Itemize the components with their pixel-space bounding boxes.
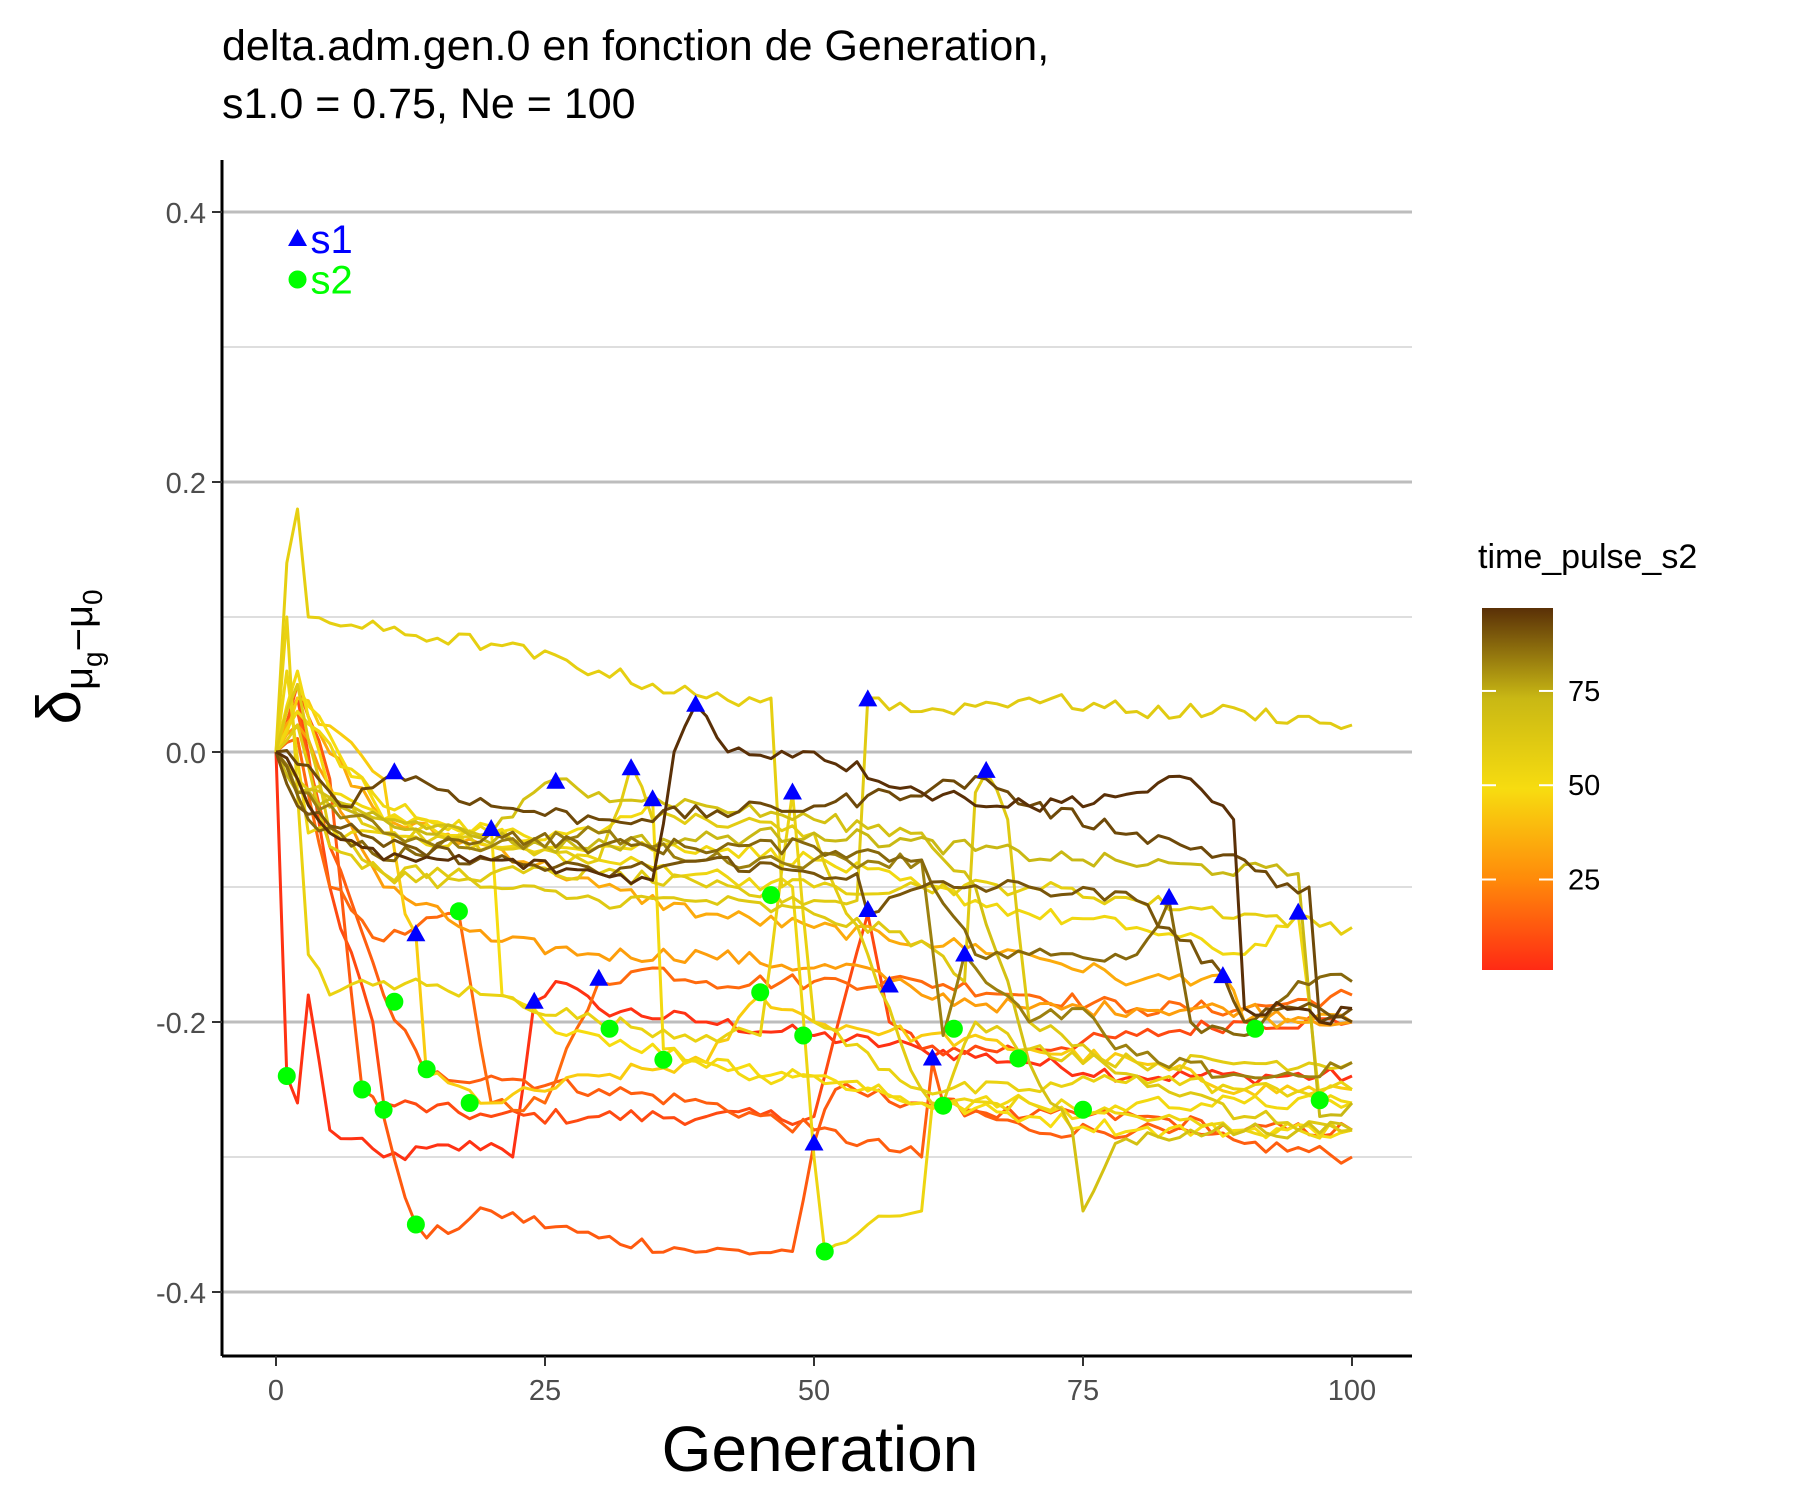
- markers: [277, 689, 1329, 1261]
- series-line: [274, 710, 1353, 1165]
- s1-marker: [782, 782, 802, 800]
- y-axis-label-delta: δ: [25, 689, 94, 725]
- s1-legend-icon: [288, 229, 308, 246]
- s1-marker: [1159, 887, 1179, 905]
- series-line: [274, 751, 1353, 1080]
- s2-marker: [934, 1096, 953, 1115]
- s2-marker: [449, 902, 468, 921]
- s1-marker: [384, 762, 404, 780]
- y-tick-label: 0.2: [166, 468, 206, 500]
- series-line: [274, 723, 1353, 1027]
- s2-marker: [761, 886, 780, 905]
- s2-marker: [417, 1060, 436, 1079]
- chart-subtitle: s1.0 = 0.75, Ne = 100: [222, 80, 636, 128]
- s2-marker: [944, 1019, 963, 1038]
- series-line: [274, 669, 1353, 1253]
- s1-marker: [1288, 902, 1308, 920]
- s1-marker: [1213, 966, 1233, 984]
- s2-marker: [1310, 1091, 1329, 1110]
- series-line: [274, 615, 1353, 1098]
- colorbar-gradient: [1482, 608, 1553, 970]
- s1-marker: [858, 689, 878, 707]
- series-line: [275, 703, 1353, 1026]
- s2-marker: [751, 983, 770, 1002]
- s2-marker: [794, 1026, 813, 1045]
- series-line: [274, 751, 1353, 1024]
- series-line: [274, 696, 1353, 1126]
- tick-labels: -0.4 -0.2 0.0 0.2 0.4 0 25 50 75 100: [156, 198, 1376, 1407]
- s1-marker: [621, 758, 641, 776]
- y-axis-label-mu-0: μ: [57, 604, 101, 628]
- colorbar-tick-label: 50: [1568, 770, 1600, 802]
- s2-marker: [815, 1242, 834, 1261]
- s1-marker: [922, 1048, 942, 1066]
- y-axis-label: δμg−μ0: [24, 589, 108, 725]
- s1-marker: [976, 760, 996, 778]
- s1-marker: [546, 771, 566, 789]
- series-line: [274, 507, 1353, 936]
- colorbar-tick-label: 25: [1568, 865, 1600, 897]
- axes: [220, 160, 1412, 1358]
- series-line: [274, 751, 1354, 1118]
- s1-marker: [858, 899, 878, 917]
- s1-marker: [686, 694, 706, 712]
- s1-marker: [643, 789, 663, 807]
- s1-marker: [406, 924, 426, 942]
- colorbar-tick-label: 75: [1568, 676, 1600, 708]
- s1-marker: [481, 818, 501, 836]
- s1-marker: [879, 975, 899, 993]
- s1-legend-label: s1: [311, 218, 353, 262]
- x-tick-label: 75: [1067, 1375, 1099, 1407]
- s2-marker: [1009, 1049, 1028, 1068]
- s1-marker: [955, 944, 975, 962]
- y-tick-label: 0.4: [166, 198, 206, 230]
- colorbar: 25 50 75: [1482, 608, 1600, 970]
- s1-marker: [524, 991, 544, 1009]
- s2-marker: [1246, 1019, 1265, 1038]
- s2-marker: [600, 1019, 619, 1038]
- x-tick-label: 25: [529, 1375, 561, 1407]
- series-line: [274, 693, 1353, 907]
- x-axis-label-text: Generation: [661, 1413, 979, 1485]
- series-line: [274, 751, 1353, 1162]
- s2-marker: [406, 1215, 425, 1234]
- s2-marker: [385, 992, 404, 1011]
- s2-marker: [353, 1080, 372, 1099]
- series-lines: [274, 507, 1354, 1256]
- series-line: [274, 669, 1353, 1121]
- y-axis-label-minus: −: [57, 628, 101, 652]
- s2-marker: [374, 1100, 393, 1119]
- series-line: [274, 683, 1353, 1133]
- s2-legend-label: s2: [311, 259, 353, 303]
- s2-legend-icon: [288, 270, 307, 289]
- y-tick-label: 0.0: [166, 738, 206, 770]
- s1-marker: [804, 1133, 824, 1151]
- colorbar-title: time_pulse_s2: [1478, 538, 1698, 576]
- s1-marker: [589, 968, 609, 986]
- y-tick-label: -0.4: [156, 1278, 206, 1310]
- x-tick-label: 50: [798, 1375, 830, 1407]
- chart-title: delta.adm.gen.0 en fonction de Generatio…: [222, 22, 1050, 70]
- s2-marker: [654, 1050, 673, 1069]
- y-tick-label: -0.2: [156, 1008, 206, 1040]
- y-axis-label-mu-g: μ: [57, 666, 101, 690]
- x-tick-label: 0: [268, 1375, 284, 1407]
- y-axis-label-sub-g: g: [77, 651, 108, 667]
- s2-marker: [277, 1067, 296, 1085]
- y-axis-label-sub-0: 0: [77, 589, 108, 605]
- s2-marker: [1074, 1100, 1092, 1119]
- series-line: [274, 751, 1353, 1037]
- series-line: [275, 749, 1353, 1024]
- x-tick-label: 100: [1328, 1375, 1376, 1407]
- s2-marker: [460, 1094, 479, 1112]
